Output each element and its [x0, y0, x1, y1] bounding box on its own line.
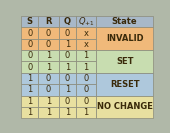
Text: 1: 1: [27, 97, 32, 106]
Bar: [76, 50, 96, 61]
Text: R: R: [45, 17, 52, 26]
Text: 1: 1: [83, 63, 89, 72]
Text: 1: 1: [27, 74, 32, 83]
Text: 0: 0: [27, 63, 32, 72]
Text: 0: 0: [83, 74, 89, 83]
Bar: [59, 96, 76, 107]
Bar: [76, 84, 96, 96]
Text: State: State: [112, 17, 138, 26]
Text: 1: 1: [83, 108, 89, 117]
Bar: [76, 73, 96, 84]
Bar: [96, 73, 153, 96]
Bar: [38, 27, 59, 39]
Text: INVALID: INVALID: [106, 34, 143, 43]
Text: 1: 1: [65, 85, 70, 94]
Text: S: S: [27, 17, 33, 26]
Text: 0: 0: [65, 51, 70, 60]
Bar: [59, 73, 76, 84]
Bar: [38, 84, 59, 96]
Text: 1: 1: [46, 51, 51, 60]
Bar: [21, 84, 38, 96]
Bar: [21, 27, 38, 39]
Bar: [21, 50, 38, 61]
Bar: [96, 96, 153, 118]
Text: 1: 1: [65, 40, 70, 49]
Bar: [38, 107, 59, 118]
Bar: [59, 84, 76, 96]
Bar: [59, 61, 76, 73]
Bar: [38, 96, 59, 107]
Bar: [96, 50, 153, 73]
Text: 0: 0: [83, 85, 89, 94]
Text: 0: 0: [65, 28, 70, 38]
Text: 0: 0: [65, 74, 70, 83]
Text: 0: 0: [83, 97, 89, 106]
Bar: [59, 107, 76, 118]
Bar: [59, 16, 76, 27]
Text: 0: 0: [46, 74, 51, 83]
Text: 0: 0: [46, 40, 51, 49]
Bar: [38, 39, 59, 50]
Text: 0: 0: [27, 40, 32, 49]
Text: 1: 1: [46, 63, 51, 72]
Bar: [21, 16, 38, 27]
Text: 0: 0: [46, 85, 51, 94]
Bar: [38, 61, 59, 73]
Bar: [76, 61, 96, 73]
Text: 1: 1: [27, 85, 32, 94]
Text: $Q_{+1}$: $Q_{+1}$: [78, 15, 95, 28]
Bar: [76, 16, 96, 27]
Bar: [76, 27, 96, 39]
Text: 1: 1: [46, 97, 51, 106]
Text: x: x: [84, 40, 89, 49]
Text: 0: 0: [65, 97, 70, 106]
Bar: [59, 39, 76, 50]
Bar: [21, 73, 38, 84]
Text: 0: 0: [27, 28, 32, 38]
Bar: [38, 73, 59, 84]
Bar: [38, 16, 59, 27]
Bar: [59, 27, 76, 39]
Bar: [76, 107, 96, 118]
Bar: [21, 96, 38, 107]
Text: 1: 1: [83, 51, 89, 60]
Text: SET: SET: [116, 57, 133, 66]
Bar: [59, 50, 76, 61]
Text: 0: 0: [46, 28, 51, 38]
Bar: [21, 61, 38, 73]
Bar: [96, 27, 153, 50]
Bar: [38, 50, 59, 61]
Bar: [21, 39, 38, 50]
Bar: [21, 107, 38, 118]
Text: 1: 1: [65, 108, 70, 117]
Bar: [96, 16, 153, 27]
Text: x: x: [84, 28, 89, 38]
Bar: [76, 39, 96, 50]
Text: 1: 1: [46, 108, 51, 117]
Bar: [76, 96, 96, 107]
Text: 1: 1: [65, 63, 70, 72]
Text: RESET: RESET: [110, 80, 140, 89]
Text: Q: Q: [64, 17, 71, 26]
Text: NO CHANGE: NO CHANGE: [97, 103, 153, 111]
Text: 0: 0: [27, 51, 32, 60]
Text: 1: 1: [27, 108, 32, 117]
